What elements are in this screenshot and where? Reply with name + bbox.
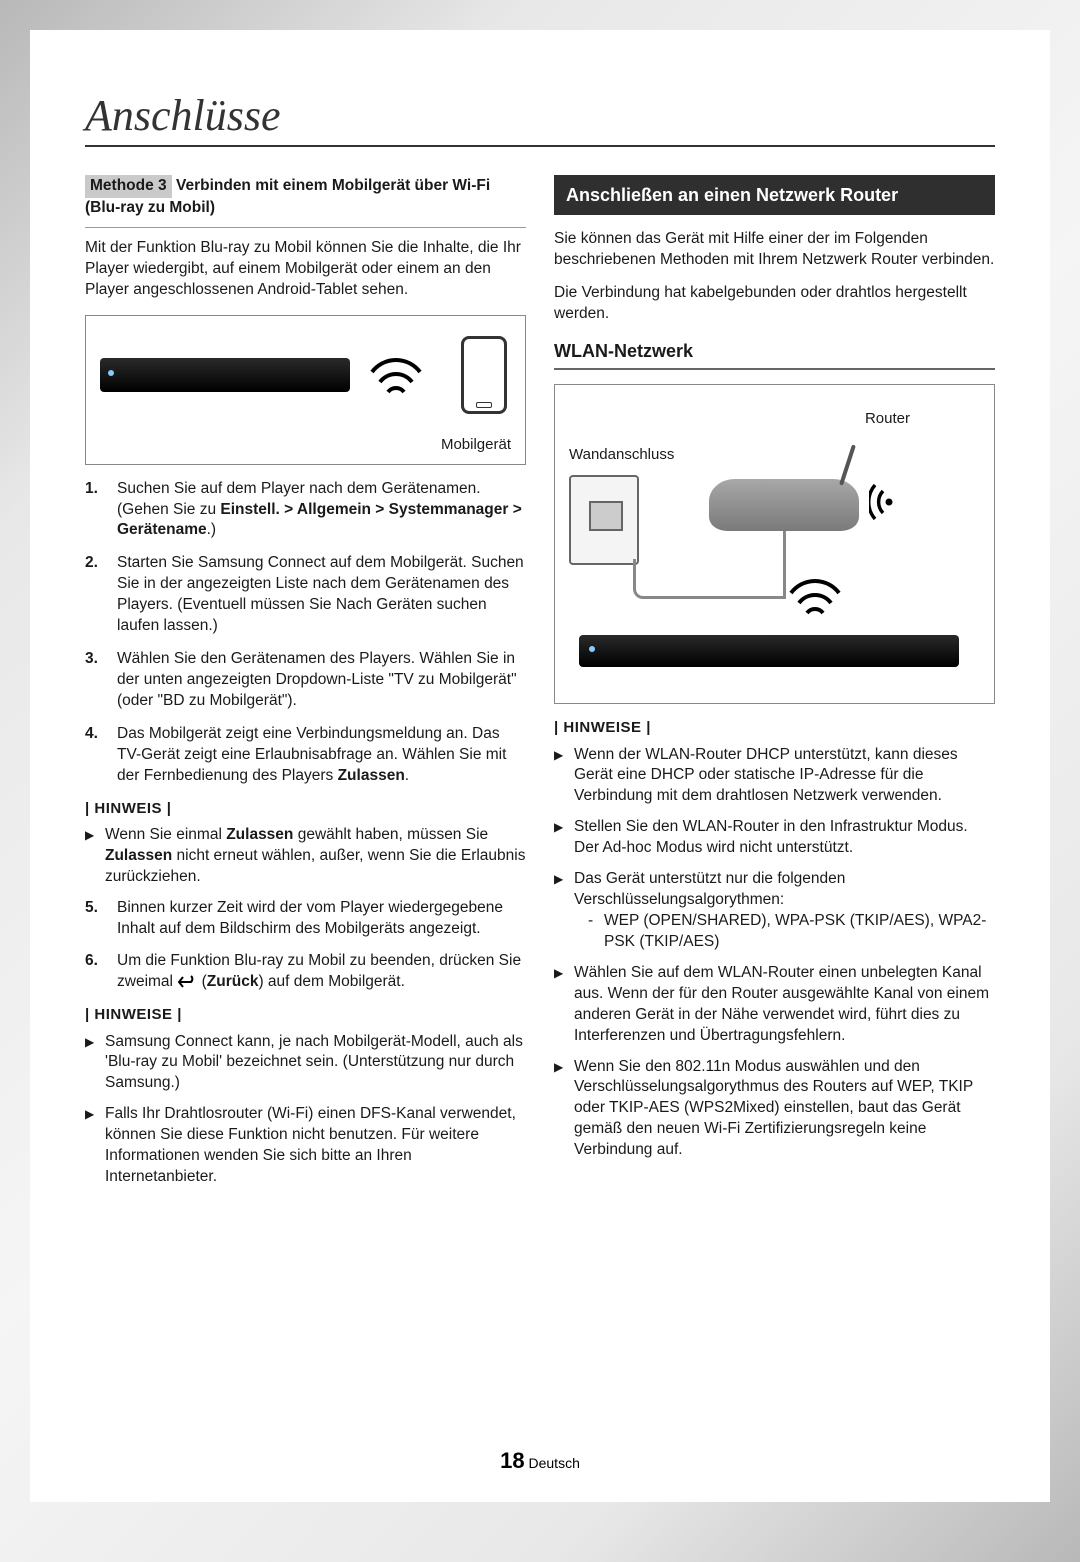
left-column: Methode 3 Verbinden mit einem Mobilgerät…: [85, 175, 526, 1198]
method-badge: Methode 3: [85, 175, 172, 198]
hinweise-list-right: ▶ Wenn der WLAN-Router DHCP unterstützt,…: [554, 745, 995, 1162]
step-3: 3. Wählen Sie den Gerätenamen des Player…: [85, 649, 526, 712]
bullet-icon: ▶: [554, 817, 566, 859]
bullet-r-1: ▶ Wenn der WLAN-Router DHCP unterstützt,…: [554, 745, 995, 808]
method-title: Methode 3 Verbinden mit einem Mobilgerät…: [85, 175, 526, 228]
footer-lang: Deutsch: [529, 1455, 580, 1471]
hinweise-2-2: ▶ Falls Ihr Drahtlosrouter (Wi-Fi) einen…: [85, 1104, 526, 1188]
wall-jack-icon: [569, 475, 639, 565]
step-4: 4. Das Mobilgerät zeigt eine Verbindungs…: [85, 724, 526, 787]
hinweise-label-2: | HINWEISE |: [85, 1005, 526, 1025]
bluray-player-icon: [100, 358, 350, 392]
bullet-r-5: ▶ Wenn Sie den 802.11n Modus auswählen u…: [554, 1057, 995, 1162]
bullet-r-2: ▶ Stellen Sie den WLAN-Router in den Inf…: [554, 817, 995, 859]
sub-bullet: - WEP (OPEN/SHARED), WPA-PSK (TKIP/AES),…: [574, 911, 995, 953]
cable-icon: [633, 559, 783, 599]
bullet-icon: ▶: [85, 1032, 97, 1095]
footer: 18 Deutsch: [30, 1448, 1050, 1474]
diagram-bluray-mobile: Mobilgerät: [85, 315, 526, 465]
page: Anschlüsse Methode 3 Verbinden mit einem…: [30, 30, 1050, 1502]
router-icon: [709, 479, 859, 531]
section-header: Anschließen an einen Netzwerk Router: [554, 175, 995, 215]
signal-icon: [869, 475, 925, 531]
hinweise-label-right: | HINWEISE |: [554, 718, 995, 738]
phone-icon: [461, 336, 507, 414]
hinweis-list-1: ▶ Wenn Sie einmal Zulassen gewählt haben…: [85, 825, 526, 888]
hinweis-label-1: | HINWEIS |: [85, 799, 526, 819]
page-number: 18: [500, 1448, 524, 1473]
bullet-icon: ▶: [85, 825, 97, 888]
step-1: 1. Suchen Sie auf dem Player nach dem Ge…: [85, 479, 526, 542]
router-label: Router: [865, 409, 910, 429]
right-intro-2: Die Verbindung hat kabelgebunden oder dr…: [554, 283, 995, 325]
hinweise-list-2: ▶ Samsung Connect kann, je nach Mobilger…: [85, 1032, 526, 1188]
page-title: Anschlüsse: [85, 90, 995, 147]
diagram-wlan: Router Wandanschluss: [554, 384, 995, 704]
bullet-r-4: ▶ Wählen Sie auf dem WLAN-Router einen u…: [554, 963, 995, 1047]
right-column: Anschließen an einen Netzwerk Router Sie…: [554, 175, 995, 1198]
bullet-icon: ▶: [554, 963, 566, 1047]
mobile-caption: Mobilgerät: [441, 435, 511, 455]
sub-header: WLAN-Netzwerk: [554, 339, 995, 370]
return-icon: [177, 975, 197, 989]
steps-list: 1. Suchen Sie auf dem Player nach dem Ge…: [85, 479, 526, 787]
wall-label: Wandanschluss: [569, 445, 674, 465]
wifi-icon: [368, 352, 424, 400]
step-2: 2. Starten Sie Samsung Connect auf dem M…: [85, 553, 526, 637]
wifi-icon: [787, 573, 843, 621]
steps-list-2: 5. Binnen kurzer Zeit wird der vom Playe…: [85, 898, 526, 994]
bullet-icon: ▶: [554, 869, 566, 953]
bullet-icon: ▶: [554, 1057, 566, 1162]
bluray-player-icon: [579, 635, 959, 667]
step-6: 6. Um die Funktion Blu-ray zu Mobil zu b…: [85, 951, 526, 993]
bullet-icon: ▶: [85, 1104, 97, 1188]
bullet-icon: ▶: [554, 745, 566, 808]
hinweise-2-1: ▶ Samsung Connect kann, je nach Mobilger…: [85, 1032, 526, 1095]
hinweis-1: ▶ Wenn Sie einmal Zulassen gewählt haben…: [85, 825, 526, 888]
step-5: 5. Binnen kurzer Zeit wird der vom Playe…: [85, 898, 526, 940]
columns: Methode 3 Verbinden mit einem Mobilgerät…: [85, 175, 995, 1198]
intro-paragraph: Mit der Funktion Blu-ray zu Mobil können…: [85, 238, 526, 301]
antenna-icon: [839, 445, 856, 486]
right-intro-1: Sie können das Gerät mit Hilfe einer der…: [554, 229, 995, 271]
bullet-r-3: ▶ Das Gerät unterstützt nur die folgende…: [554, 869, 995, 953]
